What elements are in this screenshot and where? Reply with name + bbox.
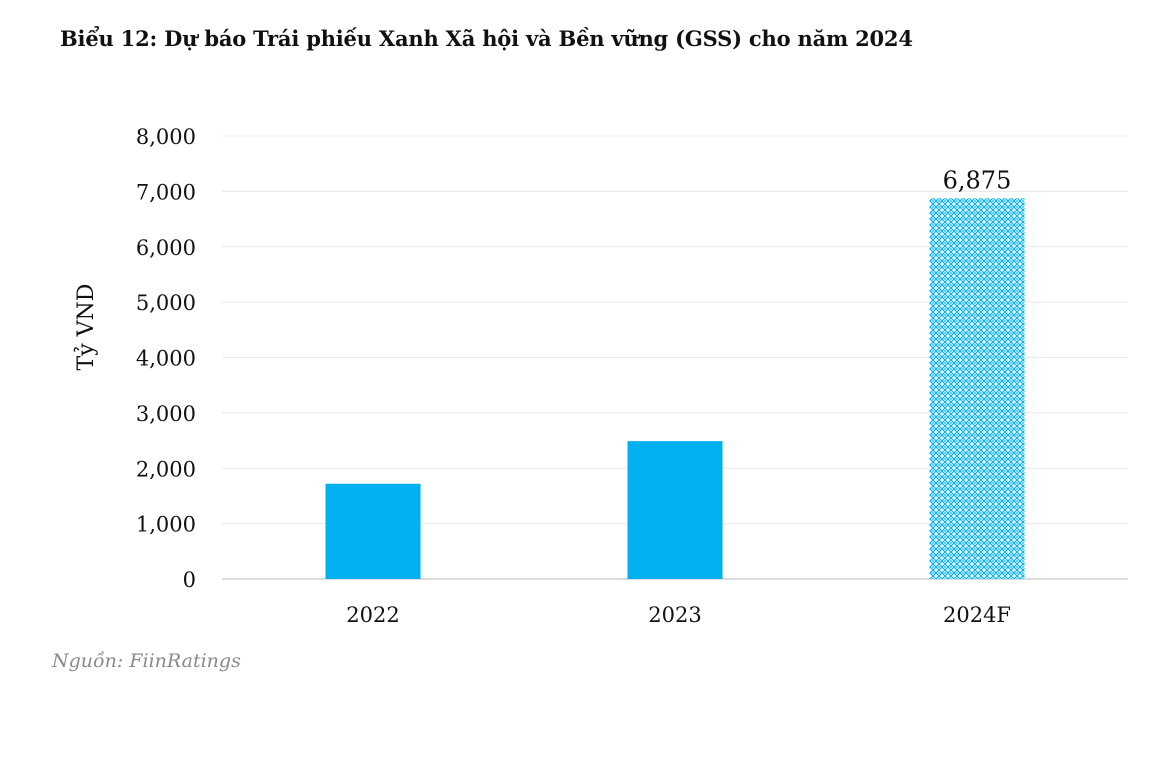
x-tick-label: 2024F bbox=[943, 603, 1011, 627]
y-tick-label: 8,000 bbox=[136, 125, 196, 149]
y-axis-title: Tỷ VND bbox=[73, 284, 99, 371]
x-axis-tick-labels: 2022 2023 2024F bbox=[346, 603, 1011, 627]
y-tick-label: 5,000 bbox=[136, 291, 196, 315]
y-tick-label: 0 bbox=[183, 568, 196, 592]
bar-2024f bbox=[929, 198, 1025, 579]
y-tick-label: 7,000 bbox=[136, 180, 196, 204]
y-tick-label: 2,000 bbox=[136, 457, 196, 481]
data-labels: 6,875 bbox=[943, 166, 1012, 194]
chart-title: Biểu 12: Dự báo Trái phiếu Xanh Xã hội v… bbox=[60, 26, 913, 51]
bar-2022 bbox=[325, 483, 421, 579]
bars bbox=[325, 198, 1025, 579]
y-tick-label: 4,000 bbox=[136, 347, 196, 371]
data-label: 6,875 bbox=[943, 166, 1012, 194]
y-axis-tick-labels: 0 1,000 2,000 3,000 4,000 5,000 6,000 7,000 8,00… bbox=[136, 125, 196, 592]
y-tick-label: 1,000 bbox=[136, 513, 196, 537]
x-tick-label: 2022 bbox=[346, 603, 399, 627]
bar-2023 bbox=[627, 441, 723, 579]
y-tick-label: 3,000 bbox=[136, 402, 196, 426]
y-tick-label: 6,000 bbox=[136, 236, 196, 260]
source-note: Nguồn: FiinRatings bbox=[52, 650, 241, 672]
x-tick-label: 2023 bbox=[648, 603, 701, 627]
